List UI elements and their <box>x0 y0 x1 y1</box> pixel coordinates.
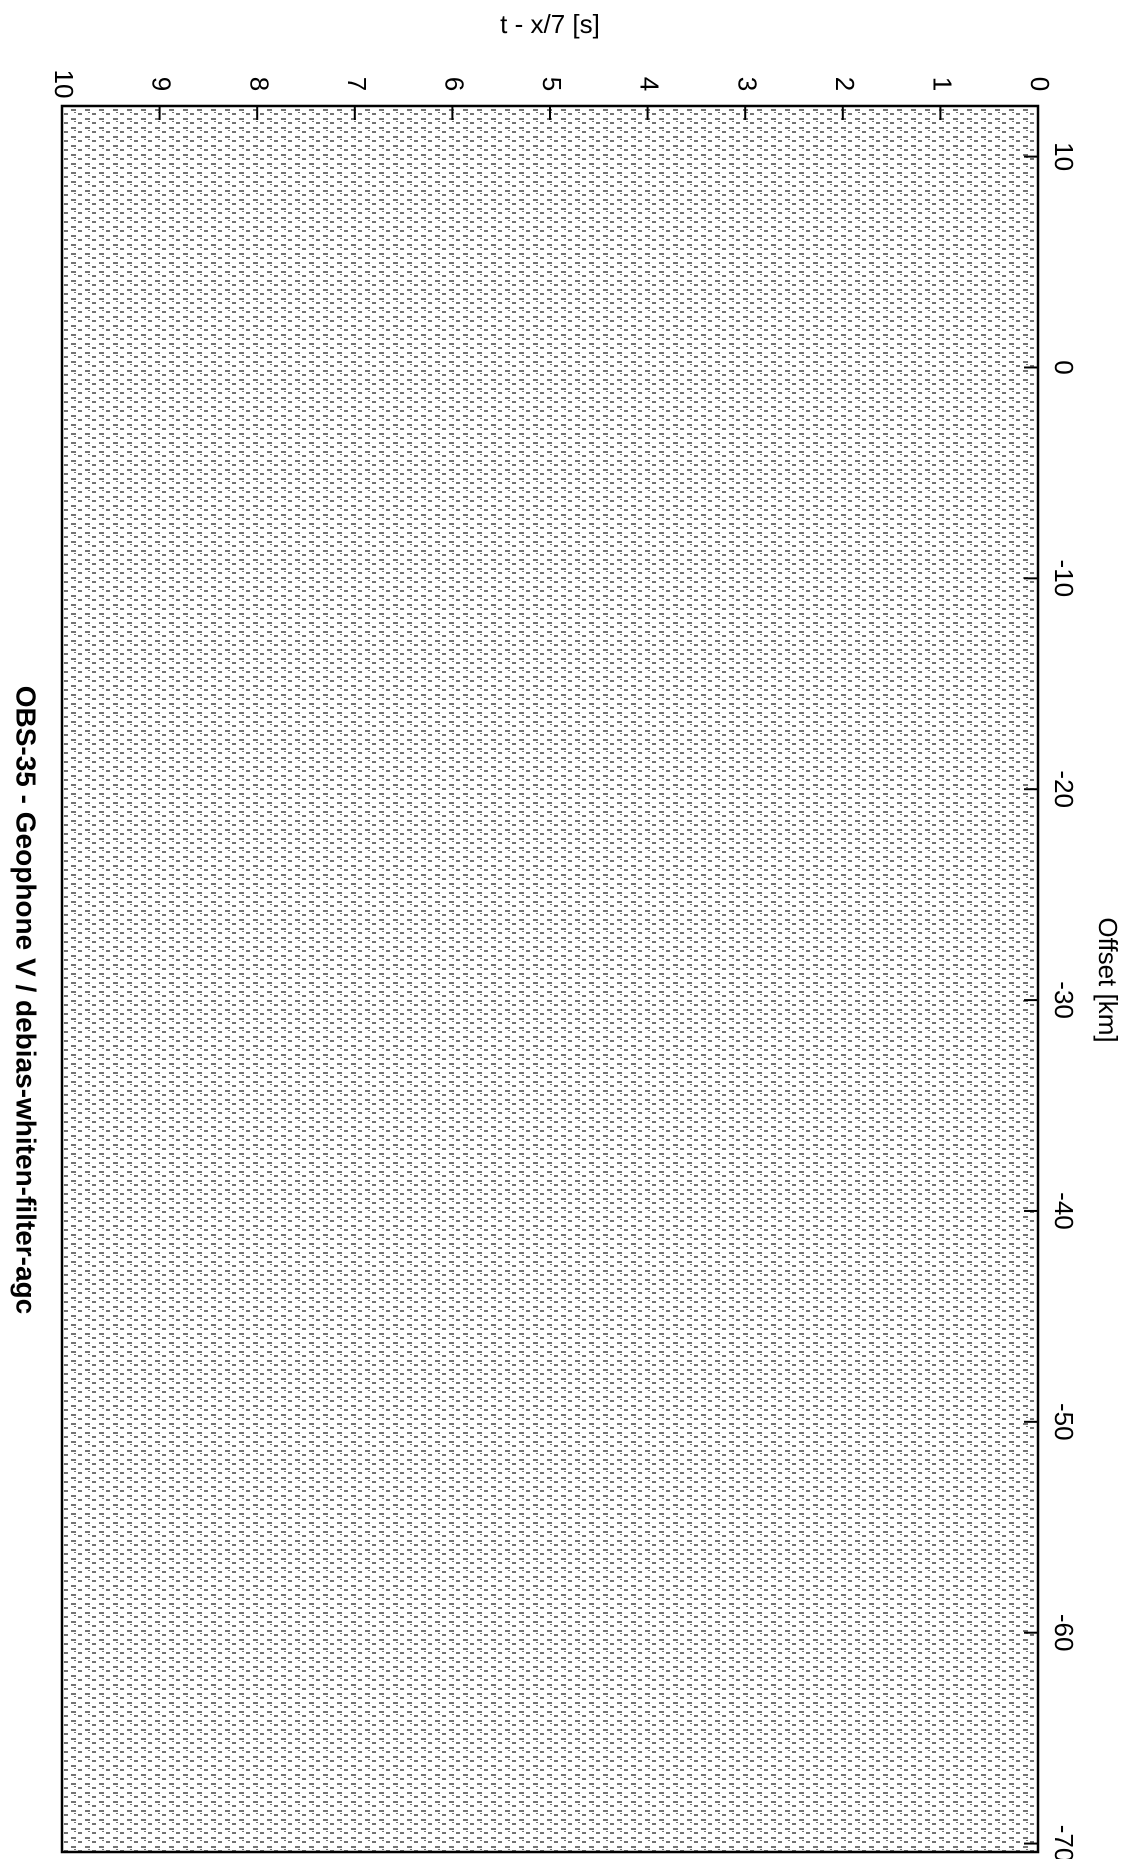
y-tick-label: -60 <box>1049 1614 1079 1652</box>
x-tick-label: 1 <box>928 77 958 91</box>
y-tick-label: -50 <box>1049 1403 1079 1441</box>
trace-texture <box>62 106 1038 1852</box>
y-axis-title: Offset [km] <box>1093 917 1123 1042</box>
x-tick-label: 0 <box>1025 77 1055 91</box>
x-tick-label: 8 <box>244 77 274 91</box>
x-tick-label: 9 <box>147 77 177 91</box>
x-tick-label: 6 <box>440 77 470 91</box>
x-axis-title: t - x/7 [s] <box>500 9 600 39</box>
x-tick-label: 5 <box>537 77 567 91</box>
y-tick-label: -70 <box>1049 1825 1079 1859</box>
y-tick-label: -20 <box>1049 770 1079 808</box>
x-tick-label: 7 <box>342 77 372 91</box>
x-tick-label: 4 <box>635 77 665 91</box>
x-tick-label: 10 <box>49 70 79 99</box>
y-tick-label: -30 <box>1049 981 1079 1019</box>
y-tick-label: 10 <box>1049 142 1079 171</box>
y-tick-label: 0 <box>1049 360 1079 374</box>
y-tick-label: -40 <box>1049 1192 1079 1230</box>
x-tick-label: 3 <box>732 77 762 91</box>
chart-title: OBS-35 - Geophone V / debias-whiten-filt… <box>11 686 42 1315</box>
x-tick-label: 2 <box>830 77 860 91</box>
y-tick-label: -10 <box>1049 560 1079 598</box>
